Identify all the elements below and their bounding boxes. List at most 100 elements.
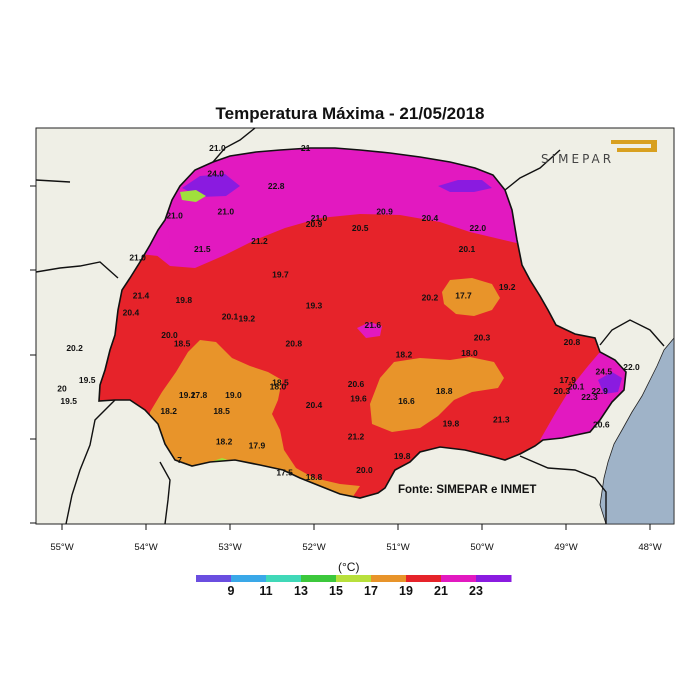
station-value: 18.0	[461, 348, 478, 358]
station-value: 19.2	[179, 390, 196, 400]
station-value: 20.3	[474, 333, 491, 343]
station-value: 18.2	[216, 436, 233, 446]
station-value: 21	[301, 143, 311, 153]
station-value: 18.8	[306, 472, 323, 482]
station-value: 19.5	[79, 375, 96, 385]
station-value: 21.6	[365, 320, 382, 330]
x-tick-label: 50°W	[470, 542, 493, 553]
station-value: 20.5	[352, 223, 369, 233]
source-note: Fonte: SIMEPAR e INMET	[398, 484, 537, 496]
station-value: 22.0	[470, 223, 487, 233]
station-value: 21.2	[348, 431, 365, 441]
station-value: 22.9	[591, 386, 608, 396]
legend-swatch	[406, 575, 442, 582]
station-value: 20.6	[348, 379, 365, 389]
station-value: 19.2	[239, 313, 256, 323]
station-value: 22.0	[623, 362, 640, 372]
ocean-area	[599, 337, 674, 524]
station-value: 22.3	[581, 392, 598, 402]
legend-tick-label: 23	[469, 584, 483, 598]
station-value: 20.3	[554, 386, 571, 396]
state-outline	[98, 147, 627, 499]
legend-tick-label: 19	[399, 584, 413, 598]
station-value: 19.7	[272, 270, 289, 280]
station-value: 24.5	[596, 367, 613, 377]
station-value: 20.8	[564, 337, 581, 347]
station-value: 20.1	[222, 312, 239, 322]
x-tick-label: 48°W	[638, 542, 661, 553]
station-value: 20.0	[161, 330, 178, 340]
x-tick-label: 52°W	[302, 542, 325, 553]
station-value: 18.5	[272, 377, 289, 387]
legend-tick-label: 17	[364, 584, 378, 598]
station-value: 21.5	[194, 244, 211, 254]
legend-tick-label: 13	[294, 584, 308, 598]
station-value: 7	[177, 455, 182, 465]
station-value: 17.8	[191, 390, 208, 400]
legend-swatch	[476, 575, 512, 582]
x-tick-label: 54°W	[134, 542, 157, 553]
color-legend: 9 11 13 15 17 19 21 23	[196, 575, 512, 598]
station-value: 17.7	[455, 291, 472, 301]
legend-swatch	[196, 575, 232, 582]
station-value: 21.2	[251, 236, 268, 246]
station-value: 21.0	[209, 143, 226, 153]
station-value: 18.5	[213, 406, 230, 416]
x-tick-label: 51°W	[386, 542, 409, 553]
station-value: 19.2	[499, 282, 516, 292]
station-value: 20.1	[568, 382, 585, 392]
station-value: 18.2	[396, 350, 413, 360]
station-value: 20.9	[376, 206, 393, 216]
station-value: 17.9	[249, 441, 266, 451]
station-value: 20.4	[422, 213, 439, 223]
station-value: 20.9	[306, 219, 323, 229]
station-value: 19.5	[60, 396, 77, 406]
station-value: 17.9	[559, 375, 576, 385]
station-value: 21.0	[166, 211, 183, 221]
station-value: 21.0	[218, 206, 235, 216]
station-value: 20.1	[459, 244, 476, 254]
x-tick-label: 49°W	[554, 542, 577, 553]
station-value: 24.0	[207, 168, 224, 178]
station-value: 21.4	[133, 291, 150, 301]
station-value: 20	[57, 383, 67, 393]
state-borders	[36, 128, 665, 524]
station-value: 20.4	[123, 307, 140, 317]
legend-tick-label: 11	[259, 584, 272, 598]
station-value: 19.8	[443, 419, 460, 429]
station-value: 19.3	[306, 301, 323, 311]
station-value: 21.0	[311, 213, 328, 223]
legend-swatch	[336, 575, 372, 582]
temperature-fields	[99, 148, 626, 498]
legend-tick-label: 15	[329, 584, 343, 598]
station-value: 18.8	[436, 386, 453, 396]
legend-tick-label: 21	[434, 584, 448, 598]
station-value: 18.5	[174, 339, 191, 349]
station-value: 19.8	[176, 295, 193, 305]
station-value: 17.5	[276, 468, 293, 478]
station-value: 20.0	[356, 465, 373, 475]
x-tick-label: 53°W	[218, 542, 241, 553]
station-value: 18.2	[160, 406, 177, 416]
logo-text: SIMEPAR	[541, 152, 615, 166]
station-value: 16.6	[398, 396, 415, 406]
legend-swatch	[371, 575, 407, 582]
station-value: 21.3	[493, 415, 510, 425]
legend-swatch	[266, 575, 302, 582]
station-value: 20.4	[306, 400, 323, 410]
x-axis: 55°W 54°W 53°W 52°W 51°W 50°W 49°W 48°W	[50, 524, 662, 553]
station-value: 22.8	[268, 181, 285, 191]
simepar-logo: SIMEPAR	[541, 138, 661, 168]
station-value: 20.8	[286, 339, 303, 349]
legend-tick-label: 9	[228, 584, 235, 598]
station-value: 19.0	[225, 390, 242, 400]
station-value: 21.0	[129, 253, 146, 263]
y-axis	[30, 185, 36, 524]
simepar-logo-mark	[611, 140, 657, 152]
station-value: 19.6	[350, 393, 367, 403]
station-value: 20.2	[66, 343, 83, 353]
station-value: 20.2	[422, 292, 439, 302]
station-value: 19.8	[394, 451, 411, 461]
